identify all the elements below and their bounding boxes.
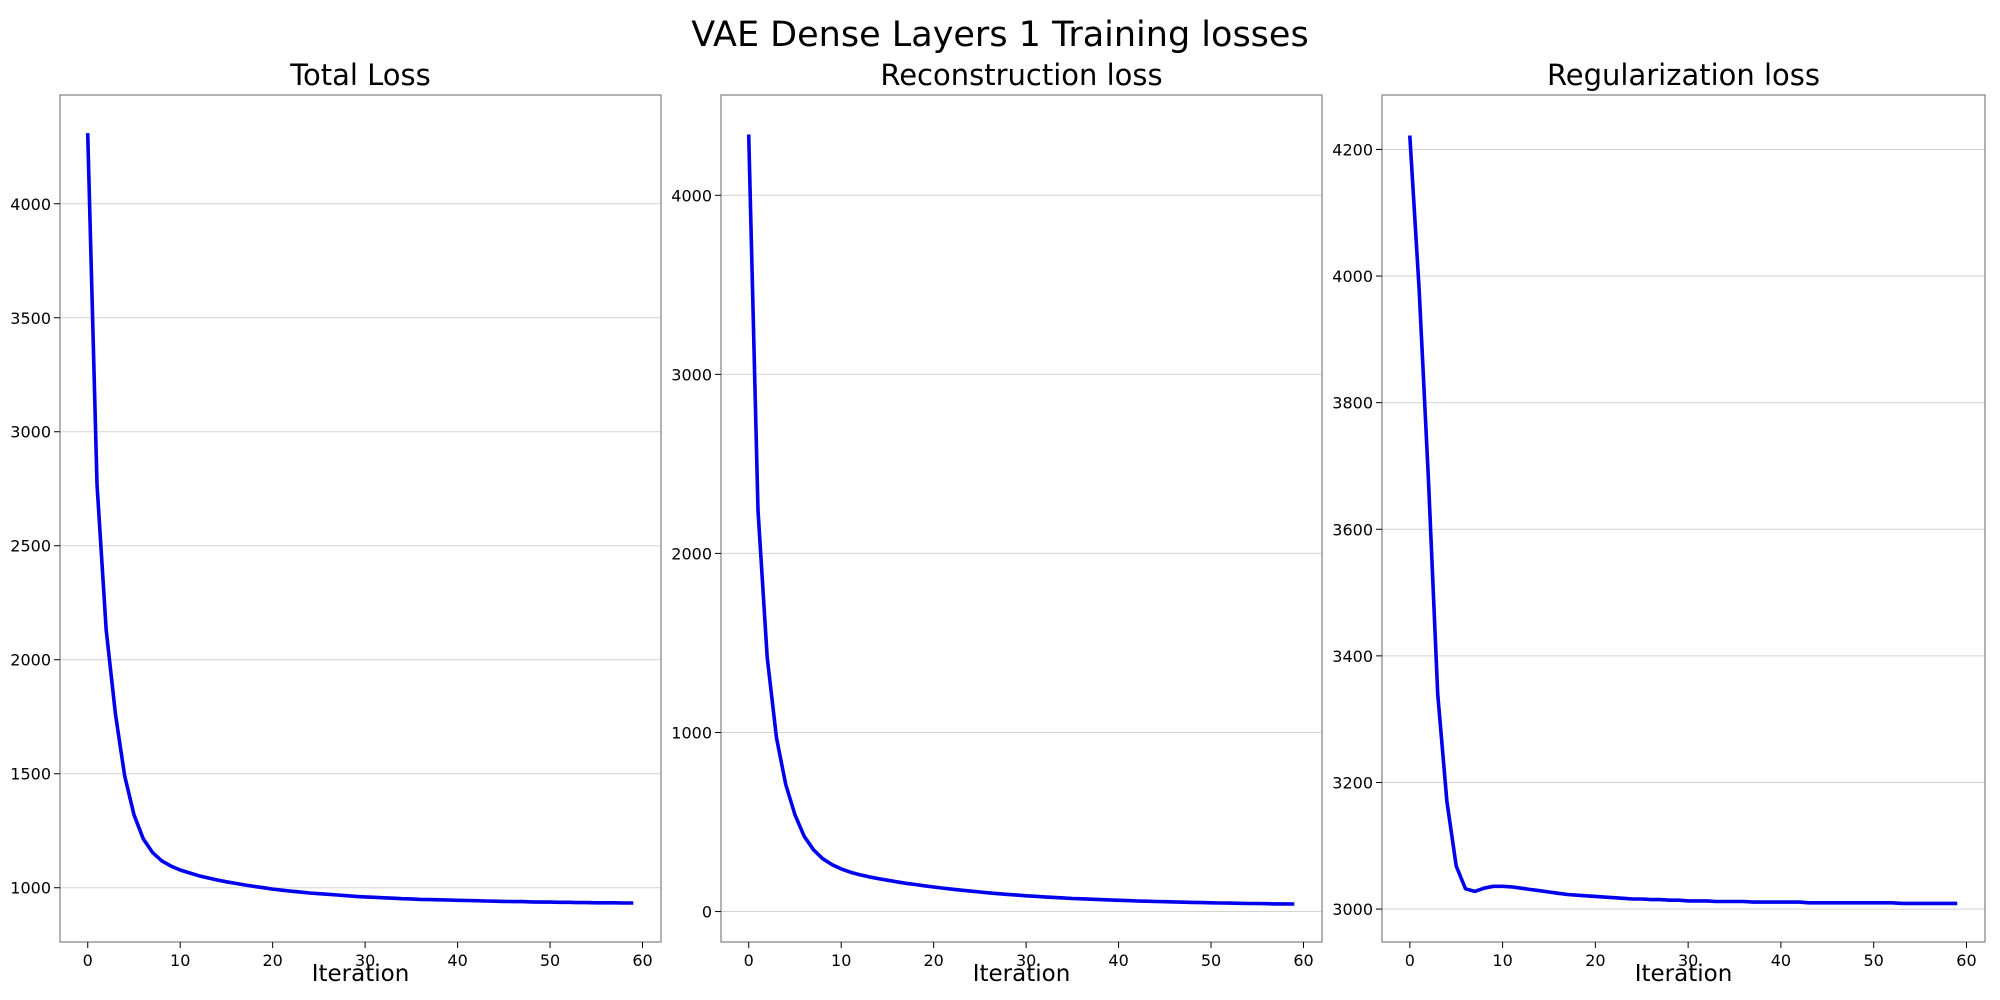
loss-series-line bbox=[85, 133, 634, 905]
plot-area-frame bbox=[1381, 94, 1986, 943]
y-tick-label: 3000 bbox=[1332, 900, 1373, 919]
y-tick-label: 2500 bbox=[10, 537, 51, 556]
y-tick-label: 4000 bbox=[671, 186, 712, 205]
figure-title: VAE Dense Layers 1 Training losses bbox=[691, 15, 1308, 55]
x-axis-label: Iteration bbox=[312, 961, 410, 987]
x-tick-label: 50 bbox=[540, 951, 560, 970]
y-tick-label: 3500 bbox=[10, 309, 51, 328]
x-tick-label: 50 bbox=[1863, 951, 1883, 970]
y-tick-label: 3600 bbox=[1332, 520, 1373, 539]
y-tick-label: 3200 bbox=[1332, 773, 1373, 792]
x-axis-label: Iteration bbox=[973, 961, 1071, 987]
x-axis-label: Iteration bbox=[1635, 961, 1733, 987]
x-tick-label: 10 bbox=[1492, 951, 1512, 970]
y-tick-label: 2000 bbox=[671, 544, 712, 563]
x-tick-label: 0 bbox=[744, 951, 754, 970]
x-tick-label: 0 bbox=[83, 951, 93, 970]
y-tick-label: 3800 bbox=[1332, 394, 1373, 413]
x-tick-label: 30 bbox=[1678, 951, 1698, 970]
loss-series-line bbox=[746, 134, 1295, 906]
y-tick-label: 0 bbox=[702, 903, 712, 922]
panel-title: Regularization loss bbox=[1547, 58, 1820, 92]
y-tick-label: 3400 bbox=[1332, 647, 1373, 666]
x-tick-label: 0 bbox=[1405, 951, 1415, 970]
x-tick-label: 10 bbox=[170, 951, 190, 970]
x-tick-label: 40 bbox=[1771, 951, 1791, 970]
x-tick-label: 30 bbox=[1016, 951, 1036, 970]
x-tick-label: 60 bbox=[632, 951, 652, 970]
x-tick-label: 60 bbox=[1956, 951, 1976, 970]
x-tick-label: 20 bbox=[1585, 951, 1605, 970]
x-tick-label: 40 bbox=[447, 951, 467, 970]
x-tick-label: 60 bbox=[1293, 951, 1313, 970]
x-tick-label: 10 bbox=[831, 951, 851, 970]
x-tick-label: 20 bbox=[262, 951, 282, 970]
y-tick-label: 1000 bbox=[10, 879, 51, 898]
plot-area-frame bbox=[720, 94, 1323, 943]
x-tick-label: 20 bbox=[923, 951, 943, 970]
y-tick-label: 4000 bbox=[1332, 267, 1373, 286]
panel-regularization-loss: Regularization loss Iteration 3000 3200 34… bbox=[1332, 58, 1986, 987]
y-tick-label: 1000 bbox=[671, 723, 712, 742]
x-tick-label: 50 bbox=[1201, 951, 1221, 970]
y-tick-label: 4200 bbox=[1332, 140, 1373, 159]
y-tick-label: 4000 bbox=[10, 195, 51, 214]
y-tick-label: 3000 bbox=[671, 365, 712, 384]
plot-area-frame bbox=[59, 94, 662, 943]
y-tick-label: 2000 bbox=[10, 651, 51, 670]
x-tick-label: 40 bbox=[1108, 951, 1128, 970]
panel-reconstruction-loss: Reconstruction loss Iteration 0 1000 2000 3… bbox=[671, 58, 1323, 987]
loss-series-line bbox=[1408, 135, 1958, 906]
panel-title: Total Loss bbox=[289, 58, 431, 92]
panel-title: Reconstruction loss bbox=[880, 58, 1162, 92]
x-tick-label: 30 bbox=[355, 951, 375, 970]
y-tick-label: 1500 bbox=[10, 765, 51, 784]
panel-total-loss: Total Loss Iteration 1000150020002500300… bbox=[10, 58, 662, 987]
y-tick-label: 3000 bbox=[10, 423, 51, 442]
